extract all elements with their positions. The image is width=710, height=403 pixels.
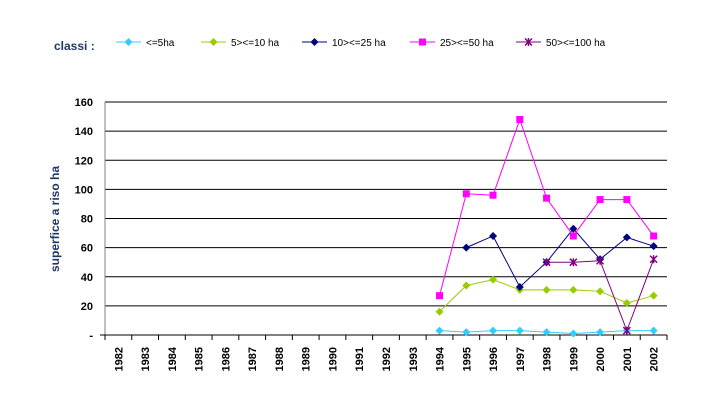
data-point	[462, 328, 471, 337]
data-point	[489, 275, 498, 284]
legend-swatch-marker	[524, 37, 533, 47]
x-tick-label: 1999	[568, 347, 580, 371]
data-point	[436, 292, 444, 300]
x-tick-label: 1987	[247, 347, 259, 371]
y-axis-label: superfice a riso ha	[48, 166, 62, 272]
y-tick-label: 120	[75, 155, 93, 167]
data-point	[462, 190, 470, 198]
x-tick-label: 1983	[140, 347, 152, 371]
x-tick-label: 1990	[327, 347, 339, 371]
data-point	[542, 258, 551, 267]
y-tick-label: -	[89, 330, 93, 342]
x-tick-label: 1985	[194, 347, 206, 371]
data-point	[569, 258, 578, 267]
x-tick-label: 1989	[301, 347, 313, 371]
x-tick-label: 1991	[354, 347, 366, 371]
data-point	[542, 285, 551, 294]
y-tick-label: 80	[81, 214, 93, 226]
series-line	[439, 117, 655, 296]
y-tick-label: 20	[81, 301, 93, 313]
x-tick-label: 1993	[408, 347, 420, 371]
x-tick-label: 2001	[622, 347, 634, 371]
data-point	[489, 326, 498, 335]
legend-label: 10><=25 ha	[332, 38, 386, 49]
data-point	[596, 196, 604, 204]
data-point	[649, 242, 658, 251]
x-tick-label: 1988	[274, 347, 286, 371]
data-point	[569, 232, 577, 240]
legend-item: 10><=25 ha	[302, 38, 386, 49]
data-point	[596, 328, 605, 337]
legend-swatch-marker	[209, 38, 218, 46]
legend-label: 5><=10 ha	[231, 38, 280, 49]
y-tick-label: 160	[75, 97, 93, 109]
legend-label: 50><=100 ha	[546, 38, 606, 49]
data-point	[489, 231, 498, 240]
x-tick-label: 1995	[461, 347, 473, 371]
legend-title: classi :	[54, 39, 95, 53]
legend-item: <=5ha	[116, 38, 175, 49]
data-point	[515, 326, 524, 335]
plot-area: - 20 40 60 80 100 120 140 160 1982 1983 1984 1985 198…	[75, 97, 668, 371]
data-point	[622, 326, 631, 335]
series-1	[435, 326, 658, 338]
x-tick-label: 1994	[435, 346, 447, 371]
legend-label: <=5ha	[146, 38, 175, 49]
x-tick-label: 1996	[488, 347, 500, 371]
data-point	[622, 298, 631, 307]
y-tick-label: 100	[75, 184, 93, 196]
data-point	[596, 256, 605, 265]
data-point	[569, 224, 578, 233]
data-point	[462, 281, 471, 290]
data-point	[569, 329, 578, 338]
data-point	[649, 291, 658, 300]
x-tick-label: 1986	[220, 347, 232, 371]
x-tick-label: 1992	[381, 347, 393, 371]
data-point	[543, 194, 551, 202]
legend-item: 5><=10 ha	[201, 38, 280, 49]
series-5	[542, 255, 658, 335]
data-point	[596, 287, 605, 296]
legend-label: 25><=50 ha	[440, 38, 494, 49]
data-point	[435, 326, 444, 335]
data-point	[649, 326, 658, 335]
y-tick-label: 40	[81, 272, 93, 284]
legend-swatch-marker	[124, 38, 133, 46]
data-point	[515, 282, 524, 291]
data-point	[569, 285, 578, 294]
y-tick-label: 60	[81, 243, 93, 255]
series-line	[439, 279, 654, 313]
data-point	[489, 191, 497, 199]
x-tick-label: 2002	[649, 347, 661, 371]
series-4	[436, 115, 658, 300]
data-point	[516, 115, 524, 123]
series-2	[435, 275, 658, 316]
data-point	[435, 307, 444, 316]
data-point	[462, 243, 471, 252]
x-tick-label: 1984	[167, 346, 179, 371]
data-point	[623, 196, 631, 204]
data-point	[542, 328, 551, 337]
legend-swatch-marker	[310, 38, 319, 46]
data-point	[622, 233, 631, 242]
legend-item: 25><=50 ha	[410, 38, 494, 49]
series-line	[466, 227, 654, 288]
legend-swatch-marker	[419, 38, 426, 46]
x-tick-label: 1982	[113, 347, 125, 371]
legend: <=5ha 5><=10 ha 10><=25 ha 25><=50 ha 50><=1…	[116, 37, 606, 49]
legend-item: 50><=100 ha	[516, 37, 606, 49]
data-point	[650, 232, 658, 240]
x-tick-label: 2000	[595, 347, 607, 371]
x-tick-label: 1998	[542, 347, 554, 371]
data-point	[649, 255, 658, 264]
y-tick-label: 140	[75, 126, 93, 138]
x-tick-label: 1997	[515, 347, 527, 371]
